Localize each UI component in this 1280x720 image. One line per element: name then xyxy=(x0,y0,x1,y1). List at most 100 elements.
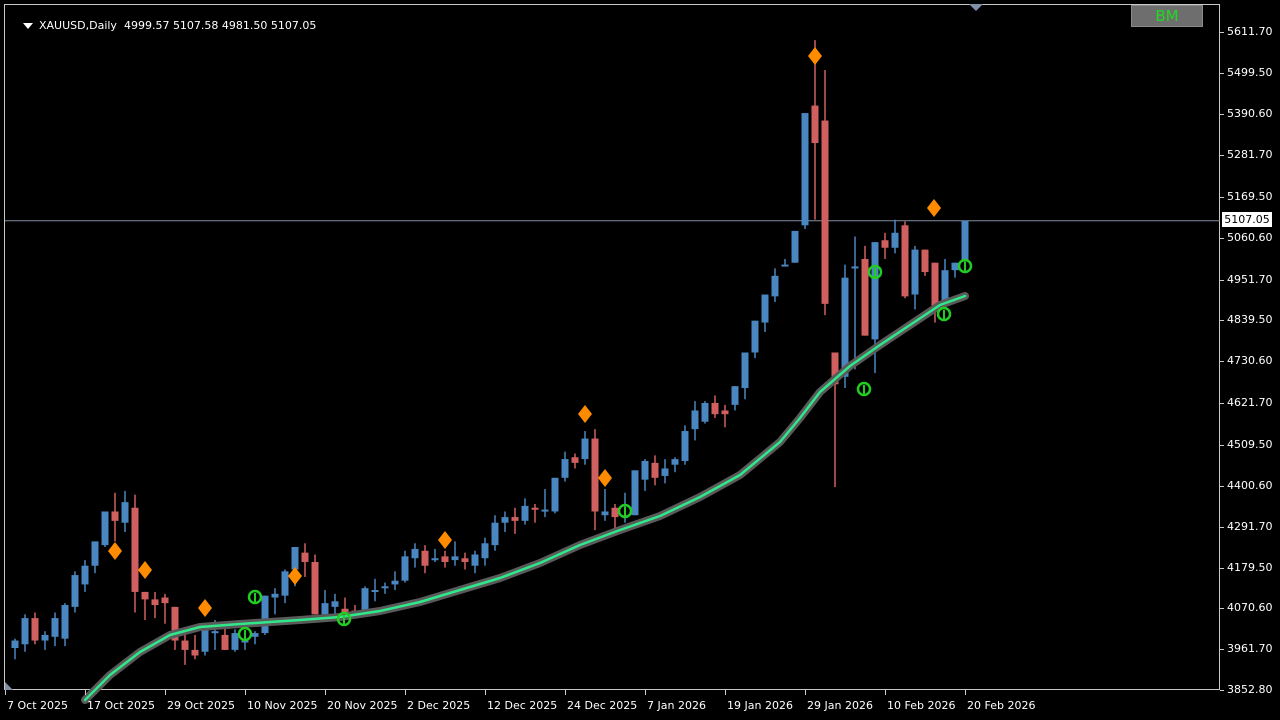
x-axis-label: 24 Dec 2025 xyxy=(567,699,638,712)
dropdown-triangle-icon[interactable] xyxy=(23,23,33,29)
candle-body xyxy=(881,240,889,248)
candle-body xyxy=(731,386,739,405)
candle-body xyxy=(191,649,199,656)
candle-body xyxy=(901,225,909,297)
x-tick xyxy=(165,690,166,695)
candle-body xyxy=(711,402,719,415)
candle-body xyxy=(941,270,949,304)
chart-shift-marker-icon[interactable] xyxy=(969,4,983,11)
x-axis-label: 10 Nov 2025 xyxy=(247,699,318,712)
diamond-marker-icon xyxy=(927,199,941,217)
y-axis-label: 5060.60 xyxy=(1227,231,1273,244)
y-axis-label: 5281.70 xyxy=(1227,148,1273,161)
candle-body xyxy=(921,249,929,273)
x-tick xyxy=(885,690,886,695)
y-axis-label: 5499.50 xyxy=(1227,66,1273,79)
y-tick xyxy=(1220,155,1224,156)
candle-body xyxy=(581,438,589,460)
candle-body xyxy=(691,410,699,430)
candle-body xyxy=(201,629,209,652)
candle-body xyxy=(451,556,459,561)
candle-body xyxy=(11,640,19,649)
x-axis-label: 2 Dec 2025 xyxy=(407,699,471,712)
candle-body xyxy=(421,550,429,566)
candle-body xyxy=(631,470,639,516)
buy-arrow-icon xyxy=(336,611,352,627)
candle-body xyxy=(411,548,419,559)
candle-body xyxy=(281,571,289,596)
diamond-marker-icon xyxy=(578,405,592,423)
bm-button[interactable]: BM xyxy=(1131,5,1203,27)
candle-body xyxy=(871,242,879,340)
x-axis-label: 20 Nov 2025 xyxy=(327,699,398,712)
y-tick xyxy=(1220,361,1224,362)
y-axis-label: 4400.60 xyxy=(1227,479,1273,492)
x-tick xyxy=(725,690,726,695)
candle-body xyxy=(911,249,919,295)
candle-body xyxy=(401,556,409,581)
x-axis-label: 29 Oct 2025 xyxy=(167,699,236,712)
plot-frame xyxy=(4,4,1220,690)
x-axis-label: 17 Oct 2025 xyxy=(87,699,156,712)
candle-body xyxy=(341,608,349,613)
candle-body xyxy=(961,220,969,261)
chart-title: XAUUSD,Daily 4999.57 5107.58 4981.50 510… xyxy=(9,6,316,45)
x-tick xyxy=(245,690,246,695)
y-axis-label: 5169.50 xyxy=(1227,190,1273,203)
candle-body xyxy=(741,352,749,389)
y-tick xyxy=(1220,238,1224,239)
candle-body xyxy=(161,597,169,604)
buy-arrow-icon xyxy=(856,381,872,397)
candle-body xyxy=(601,511,609,516)
candle-body xyxy=(811,105,819,143)
y-tick xyxy=(1220,568,1224,569)
candle-body xyxy=(651,462,659,478)
buy-arrow-icon xyxy=(957,258,973,274)
candle-body xyxy=(571,457,579,463)
diamond-marker-icon xyxy=(138,561,152,579)
candle-body xyxy=(111,511,119,521)
candle-body xyxy=(31,618,39,641)
y-tick xyxy=(1220,527,1224,528)
candle-body xyxy=(231,633,239,650)
candle-body xyxy=(501,517,509,523)
x-tick xyxy=(85,690,86,695)
diamond-marker-icon xyxy=(598,469,612,487)
candle-body xyxy=(381,586,389,589)
y-tick xyxy=(1220,690,1224,691)
x-axis-label: 20 Feb 2026 xyxy=(967,699,1036,712)
candle-body xyxy=(431,558,439,561)
candle-body xyxy=(551,477,559,512)
y-tick xyxy=(1220,280,1224,281)
symbol-timeframe: XAUUSD,Daily xyxy=(39,19,117,32)
candle-body xyxy=(781,264,789,267)
candle-body xyxy=(791,230,799,263)
candle-body xyxy=(561,459,569,478)
candle-body xyxy=(251,633,259,637)
candle-body xyxy=(671,459,679,465)
diamond-marker-icon xyxy=(808,47,822,65)
y-tick xyxy=(1220,445,1224,446)
x-axis-label: 29 Jan 2026 xyxy=(807,699,873,712)
candle-body xyxy=(771,275,779,297)
candle-body xyxy=(851,266,859,269)
candle-body xyxy=(661,468,669,476)
candle-body xyxy=(491,522,499,546)
candle-body xyxy=(391,580,399,585)
corner-marker-icon xyxy=(5,682,13,690)
candle-body xyxy=(51,618,59,637)
x-tick xyxy=(405,690,406,695)
candle-body xyxy=(271,593,279,598)
diamond-marker-icon xyxy=(198,599,212,617)
candle-body xyxy=(641,460,649,480)
y-tick xyxy=(1220,486,1224,487)
buy-arrow-icon xyxy=(247,589,263,605)
ohlc-values: 4999.57 5107.58 4981.50 5107.05 xyxy=(123,19,317,32)
x-tick xyxy=(5,690,6,695)
candle-body xyxy=(241,640,249,643)
candle-body xyxy=(461,558,469,562)
candle-body xyxy=(141,591,149,600)
candle-body xyxy=(221,634,229,650)
x-axis-label: 7 Jan 2026 xyxy=(647,699,706,712)
